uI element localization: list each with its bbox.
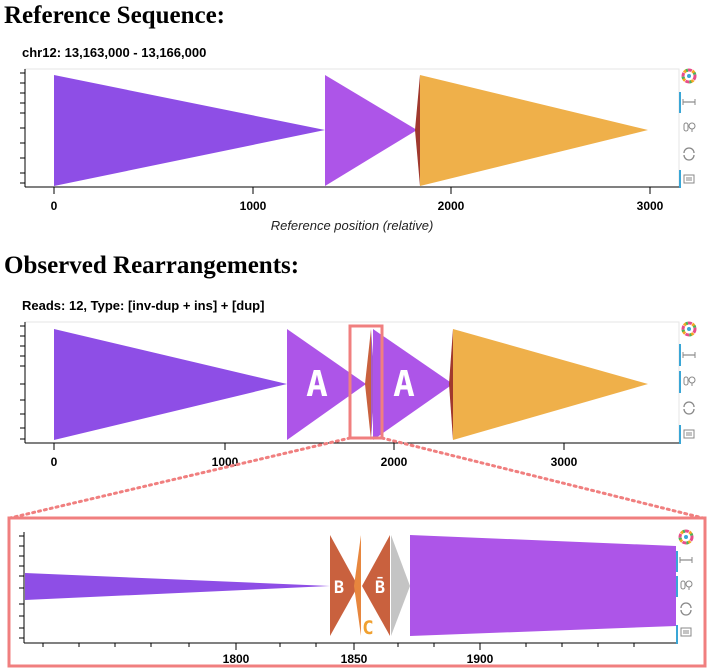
obs-segment-small-1 — [365, 329, 371, 440]
logo-icon — [678, 529, 694, 545]
ref-segment-3 — [415, 75, 420, 186]
ref-tick-3000: 3000 — [637, 199, 664, 213]
zoom-connector-left — [8, 436, 352, 520]
reset-icon[interactable] — [683, 401, 695, 415]
obs-segment-1 — [54, 329, 287, 440]
observed-plot-title: Reads: 12, Type: [inv-dup + ins] + [dup] — [22, 298, 265, 313]
label-a-2: A — [393, 364, 415, 405]
observed-heading: Observed Rearrangements: — [4, 252, 300, 279]
label-b-inverted: B̄ — [375, 576, 385, 598]
zoom-tick-1900: 1900 — [467, 652, 494, 666]
reference-toolbar — [679, 68, 697, 188]
reference-x-ticks — [53, 187, 651, 194]
ref-segment-4 — [420, 75, 648, 186]
obs-segment-dup — [453, 329, 648, 440]
zoom-toolbar — [676, 529, 694, 644]
obs-tick-0: 0 — [51, 455, 58, 469]
ref-tick-1000: 1000 — [240, 199, 267, 213]
zoom-icon[interactable] — [683, 376, 696, 386]
zoom-segment-a-tail — [25, 573, 330, 600]
obs-tick-2000: 2000 — [381, 455, 408, 469]
ref-tick-2000: 2000 — [438, 199, 465, 213]
zoom-plot: B B̄ C 1800 1850 1900 — [7, 516, 707, 668]
zoom-highlight-box — [348, 324, 384, 440]
reference-y-ticks — [20, 72, 25, 184]
label-b: B — [334, 578, 344, 598]
zoom-segment-b — [330, 535, 358, 636]
reference-plot-title: chr12: 13,163,000 - 13,166,000 — [22, 45, 207, 60]
zoom-y-ticks — [19, 535, 24, 639]
label-a-1: A — [306, 364, 328, 405]
zoom-icon[interactable] — [680, 580, 693, 590]
observed-y-ticks — [20, 325, 25, 440]
obs-segment-small-3 — [449, 329, 453, 440]
obs-tick-3000: 3000 — [551, 455, 578, 469]
zoom-icon[interactable] — [683, 122, 696, 132]
zoom-tick-1850: 1850 — [341, 652, 368, 666]
zoom-x-ticks — [42, 643, 635, 650]
reference-x-axis-label: Reference position (relative) — [271, 218, 434, 233]
obs-segment-A1 — [287, 329, 366, 440]
reference-plot: 0 1000 2000 3000 Reference position (rel… — [20, 68, 697, 233]
logo-icon — [681, 321, 697, 337]
hover-icon[interactable] — [680, 627, 692, 637]
logo-icon — [681, 68, 697, 84]
ref-segment-1 — [54, 75, 325, 186]
reference-heading: Reference Sequence: — [4, 2, 225, 29]
zoom-segment-grey — [391, 535, 410, 636]
pan-icon[interactable] — [679, 557, 693, 563]
ref-tick-0: 0 — [51, 199, 58, 213]
observed-plot: A A 0 1000 2000 3000 — [20, 321, 697, 469]
zoom-connector-right — [380, 436, 705, 520]
observed-x-ticks — [53, 443, 565, 450]
reset-icon[interactable] — [683, 147, 695, 161]
zoom-segment-c — [354, 535, 361, 636]
pan-icon[interactable] — [682, 99, 696, 105]
hover-icon[interactable] — [683, 174, 695, 184]
obs-segment-A2 — [373, 329, 453, 440]
zoom-tick-1800: 1800 — [223, 652, 250, 666]
ref-segment-2 — [325, 75, 417, 186]
zoom-frame — [7, 516, 707, 668]
observed-toolbar — [679, 321, 697, 444]
reset-icon[interactable] — [680, 602, 692, 616]
zoom-segment-a-head — [410, 535, 676, 636]
zoom-segment-b-inv — [362, 535, 390, 636]
hover-icon[interactable] — [683, 429, 695, 439]
label-c: C — [362, 617, 373, 639]
pan-icon[interactable] — [682, 352, 696, 358]
